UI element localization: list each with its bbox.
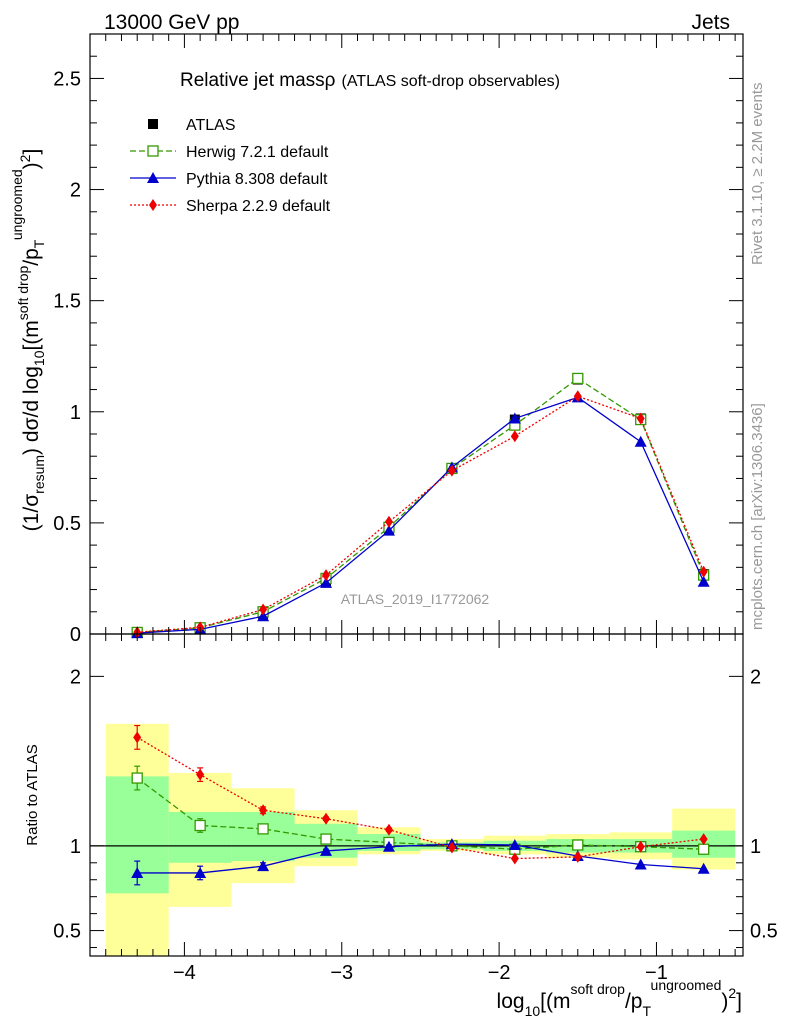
series-line [137,377,705,634]
ratio-point [322,812,331,825]
x-tick-label: −2 [488,962,511,984]
ratio-point [257,823,269,835]
data-point [636,412,645,425]
ratio-point [320,844,333,856]
ratio-point [259,804,268,817]
legend-label: Pythia 8.308 default [186,171,328,188]
ratio-point [698,843,710,855]
main-y-tick-label: 0.5 [53,513,81,535]
ratio-plot-panel: 0.5 0.5 1 1 2 2 −4 −3 −2 −1 Ratio to ATLAS log10[… [24,633,778,1019]
ratio-point [572,839,584,851]
data-point [573,390,582,403]
data-point [508,412,521,424]
ratio-point [697,862,710,874]
legend: ATLAS Herwig 7.2.1 default Pythia 8.308 de… [130,117,331,215]
ratio-point [257,860,270,872]
main-y-tick-label: 1 [70,402,81,424]
ratio-y-tick-label-right: 2 [750,666,761,688]
ratio-point [636,840,645,853]
ratio-y-tick-label: 2 [70,666,81,688]
data-point [447,464,456,477]
main-plot-title: Relative jet massρ (ATLAS soft-drop obser… [180,70,560,91]
x-tick-label: −4 [173,962,196,984]
legend-label: Herwig 7.2.1 default [186,144,329,161]
ratio-y-tick-label: 0.5 [53,921,81,943]
main-y-tick-label: 2.5 [53,68,81,90]
main-y-tick-label: 0 [70,624,81,646]
ratio-plot-frame [89,633,744,957]
legend-marker [147,172,159,183]
ratio-point [447,841,456,854]
ratio-point [382,840,395,852]
data-point [634,435,647,447]
legend-marker [149,199,157,211]
legend-marker [148,119,158,129]
x-axis-label: log10[(msoft drop/pTungroomed)2] [497,977,742,1019]
ratio-point [131,772,143,784]
x-tick-label: −1 [645,962,668,984]
data-point [259,603,268,616]
main-plot-panel: 0 0.5 1 1.5 2 2.5 Relative jet massρ (ATLAS so… [9,33,744,646]
ratio-point [573,850,582,863]
series-line [137,396,705,634]
ratio-point [508,838,521,850]
ratio-point [133,731,142,744]
ratio-point [384,823,393,836]
uncertainty-band-inner [231,811,295,862]
data-point [382,524,395,536]
data-point [572,372,584,385]
data-point [257,610,270,622]
ratio-series-pythia [131,838,710,886]
ratio-point [320,833,332,845]
mcplots-label: mcplots.cern.ch [arXiv:1306.3436] [749,403,766,630]
ratio-point [131,866,144,878]
main-y-axis-label: (1/σresum) dσ/d log10[(msoft drop/pTungr… [9,149,47,532]
data-point [322,569,331,582]
ratio-point [194,819,206,832]
ratio-line [137,843,704,874]
header-energy-label: 13000 GeV pp [104,11,239,34]
main-y-tick-label: 1.5 [53,291,81,313]
ratio-point [194,866,207,878]
ratio-line [136,736,704,860]
ratio-y-tick-label-right: 1 [750,836,761,858]
rivet-version-label: Rivet 3.1.10, ≥ 2.2M events [749,83,766,266]
ratio-point [510,852,519,865]
ratio-line [136,777,704,850]
ratio-point [699,833,708,846]
series-sherpa [133,390,708,639]
header-category-label: Jets [691,11,730,34]
legend-label: ATLAS [186,117,236,134]
main-y-tick-label: 2 [70,180,81,202]
ratio-y-axis-label: Ratio to ATLAS [24,744,41,845]
ratio-point [196,768,205,781]
ratio-y-tick-label-right: 0.5 [750,921,778,943]
watermark-label: ATLAS_2019_I1772062 [341,591,490,607]
legend-label: Sherpa 2.2.9 default [186,198,331,215]
x-tick-label: −3 [330,962,353,984]
data-point [320,576,333,588]
data-point [510,430,519,443]
data-point [697,575,710,587]
ratio-y-tick-label: 1 [70,836,81,858]
data-point [384,515,393,528]
ratio-point [634,858,647,870]
ratio-series-sherpa [133,724,708,865]
data-point [699,565,708,578]
legend-marker [147,145,159,157]
